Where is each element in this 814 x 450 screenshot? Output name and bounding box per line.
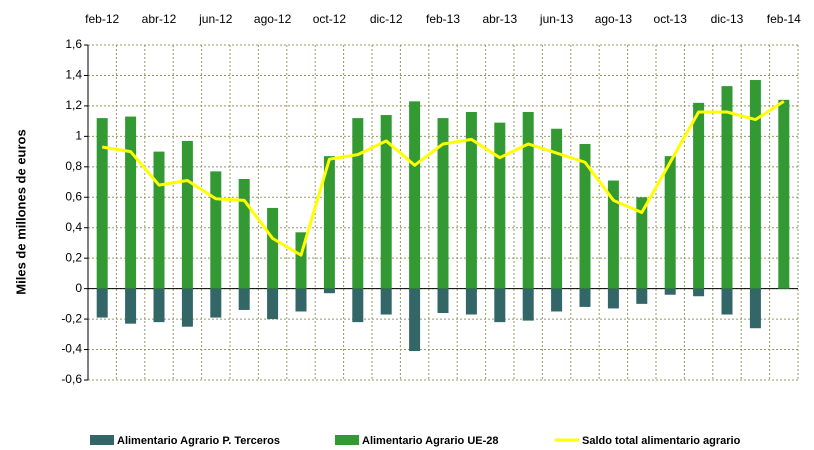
bar <box>465 112 477 289</box>
bar <box>664 156 676 289</box>
y-tick-label: 1,4 <box>65 68 82 82</box>
bar <box>607 288 619 309</box>
x-tick-label: dic-13 <box>711 12 744 26</box>
bar <box>267 288 279 320</box>
bar <box>238 179 250 289</box>
bar <box>409 288 421 352</box>
bar <box>551 128 563 289</box>
x-tick-label: oct-12 <box>313 12 347 26</box>
legend-swatch <box>90 435 114 445</box>
bar <box>181 288 193 327</box>
bar <box>96 288 108 318</box>
bar <box>607 180 619 289</box>
bar <box>721 86 733 289</box>
bar <box>380 288 392 315</box>
y-tick-label: -0,6 <box>61 372 82 386</box>
bar <box>210 171 222 289</box>
bar <box>295 232 307 289</box>
bar <box>636 288 648 304</box>
x-tick-label: abr-13 <box>482 12 517 26</box>
y-tick-label: -0,2 <box>61 311 82 325</box>
x-tick-label: oct-13 <box>654 12 688 26</box>
x-tick-label: dic-12 <box>370 12 403 26</box>
bar <box>125 116 137 289</box>
x-tick-label: ago-12 <box>254 12 292 26</box>
bar <box>437 118 449 289</box>
bar <box>181 140 193 289</box>
x-tick-label: abr-12 <box>142 12 177 26</box>
bar <box>323 288 335 294</box>
bar <box>267 207 279 289</box>
bar <box>153 288 165 323</box>
bar <box>522 288 534 321</box>
bar <box>693 102 705 289</box>
bar <box>96 118 108 289</box>
bar <box>721 288 733 315</box>
bar <box>238 288 250 310</box>
bar <box>749 288 761 329</box>
bar <box>153 151 165 289</box>
bar <box>494 122 506 289</box>
bar <box>778 99 790 289</box>
x-tick-label: feb-14 <box>767 12 801 26</box>
y-tick-label: 0 <box>75 281 82 295</box>
line <box>101 100 785 257</box>
legend-label: Alimentario Agrario UE-28 <box>362 435 499 447</box>
x-tick-label: jun-13 <box>539 12 574 26</box>
legend-label: Alimentario Agrario P. Terceros <box>117 435 280 447</box>
legend-swatch <box>335 435 359 445</box>
y-tick-label: -0,4 <box>61 342 82 356</box>
y-axis-label: Miles de millones de euros <box>13 129 28 294</box>
bar <box>437 288 449 313</box>
bar <box>210 288 222 318</box>
bar <box>551 288 563 312</box>
y-tick-label: 0,4 <box>65 220 82 234</box>
y-tick-label: 0,8 <box>65 159 82 173</box>
bar <box>352 118 364 289</box>
y-tick-label: 0,6 <box>65 189 82 203</box>
bar <box>409 101 421 289</box>
y-tick-label: 1 <box>75 129 82 143</box>
bar <box>295 288 307 312</box>
bar <box>465 288 477 315</box>
bar <box>749 80 761 289</box>
x-tick-label: feb-13 <box>426 12 460 26</box>
bar <box>693 288 705 297</box>
x-tick-label: feb-12 <box>85 12 119 26</box>
y-tick-label: 0,2 <box>65 250 82 264</box>
y-tick-label: 1,6 <box>65 37 82 51</box>
bar <box>579 143 591 289</box>
bar <box>125 288 137 324</box>
bar <box>664 288 676 295</box>
bar <box>323 156 335 289</box>
legend-label: Saldo total alimentario agrario <box>582 435 741 447</box>
x-tick-label: ago-13 <box>595 12 633 26</box>
bar <box>494 288 506 323</box>
x-tick-label: jun-12 <box>198 12 233 26</box>
bar <box>352 288 364 323</box>
bar <box>380 115 392 289</box>
bar <box>636 197 648 289</box>
bar <box>522 112 534 289</box>
y-tick-label: 1,2 <box>65 98 82 112</box>
bar <box>579 288 591 307</box>
legend: Alimentario Agrario P. Terceros Alimentar… <box>90 435 741 447</box>
